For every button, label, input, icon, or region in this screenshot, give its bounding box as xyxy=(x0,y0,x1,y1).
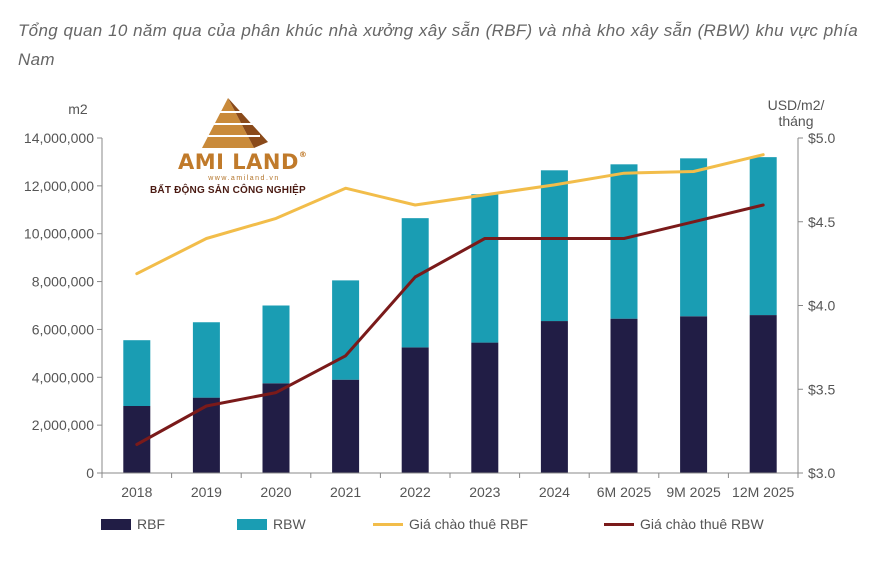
amiland-logo: AMI LAND® www.amiland.vn BẤT ĐỘNG SẢN CÔ… xyxy=(150,96,320,206)
left-tick-label: 2,000,000 xyxy=(32,417,94,433)
right-tick-label: $3.5 xyxy=(808,381,835,397)
logo-name: AMI LAND® xyxy=(178,150,318,174)
left-axis-unit: m2 xyxy=(68,101,88,117)
chart-legend: RBF RBW Giá chào thuê RBF Giá chào thuê … xyxy=(0,512,876,536)
legend-swatch-rbf xyxy=(101,518,131,530)
line-rbw-price xyxy=(135,203,765,446)
legend-swatch-rbf-price xyxy=(373,522,403,526)
x-tick-label: 2022 xyxy=(400,484,431,500)
bar-rbw xyxy=(262,305,290,384)
x-tick-label: 2020 xyxy=(260,484,291,500)
bar-rbf xyxy=(332,379,360,473)
bar-rbf xyxy=(192,397,220,473)
legend-swatch-rbw-price xyxy=(604,522,634,526)
left-tick-label: 8,000,000 xyxy=(32,274,94,290)
left-axis: 0 2,000,000 4,000,000 6,000,000 8,000,000 10,… xyxy=(24,101,103,481)
legend-label-rbw-price: Giá chào thuê RBW xyxy=(640,516,764,532)
right-tick-label: $4.0 xyxy=(808,298,835,314)
pyramid-logo-icon xyxy=(202,98,268,148)
legend-swatch-rbw xyxy=(237,518,267,530)
line-series xyxy=(135,153,765,446)
bar-series xyxy=(123,157,777,473)
right-tick-label: $4.5 xyxy=(808,214,835,230)
logo-url: www.amiland.vn xyxy=(208,175,280,182)
left-tick-label: 10,000,000 xyxy=(24,226,94,242)
bar-rbf xyxy=(749,315,777,473)
left-tick-label: 14,000,000 xyxy=(24,130,94,146)
legend-item-rbw: RBW xyxy=(237,512,306,536)
x-tick-label: 2019 xyxy=(191,484,222,500)
bar-rbw xyxy=(680,158,708,317)
bar-rbw xyxy=(749,157,777,316)
legend-label-rbf-price: Giá chào thuê RBF xyxy=(409,516,529,532)
x-tick-label: 9M 2025 xyxy=(666,484,721,500)
x-tick-label: 6M 2025 xyxy=(597,484,652,500)
bar-rbw xyxy=(192,322,220,398)
x-tick-label: 2023 xyxy=(469,484,500,500)
right-tick-label: $3.0 xyxy=(808,465,835,481)
x-tick-label: 2024 xyxy=(539,484,570,500)
left-tick-label: 12,000,000 xyxy=(24,178,94,194)
line-rbf-price xyxy=(135,153,765,276)
legend-item-rbf-price: Giá chào thuê RBF xyxy=(373,512,528,536)
bar-rbf xyxy=(680,316,708,473)
x-tick-label: 12M 2025 xyxy=(732,484,794,500)
logo-name-text: AMI LAND xyxy=(178,150,299,174)
left-tick-label: 0 xyxy=(86,465,94,481)
x-axis: 2018 2019 2020 2021 2022 2023 2024 6M 2025 9M 20… xyxy=(101,472,799,500)
right-axis-unit-line: USD/m2/ xyxy=(768,97,825,113)
x-tick-label: 2018 xyxy=(121,484,152,500)
bar-rbw xyxy=(471,194,499,343)
logo-tagline: BẤT ĐỘNG SẢN CÔNG NGHIỆP xyxy=(150,185,306,196)
left-tick-label: 4,000,000 xyxy=(32,369,94,385)
legend-label-rbw: RBW xyxy=(273,516,306,532)
bar-rbw xyxy=(610,164,638,319)
right-axis: $3.0 $3.5 $4.0 $4.5 $5.0 USD/m2/tháng xyxy=(768,97,836,481)
bar-rbf xyxy=(610,318,638,473)
left-tick-label: 6,000,000 xyxy=(32,321,94,337)
legend-item-rbw-price: Giá chào thuê RBW xyxy=(604,512,764,536)
bar-rbw xyxy=(401,218,429,348)
right-tick-label: $5.0 xyxy=(808,130,835,146)
bar-rbw xyxy=(332,280,360,380)
bar-rbw xyxy=(123,340,151,406)
right-axis-unit-line: tháng xyxy=(778,113,813,129)
legend-item-rbf: RBF xyxy=(101,512,165,536)
chart-title: Tổng quan 10 năm qua của phân khúc nhà x… xyxy=(18,21,858,69)
legend-label-rbf: RBF xyxy=(137,516,165,532)
bar-rbf xyxy=(471,342,499,473)
bar-rbf xyxy=(540,321,568,473)
bar-rbf xyxy=(262,383,290,473)
bar-rbw xyxy=(540,170,568,322)
registered-mark: ® xyxy=(298,150,308,159)
x-tick-label: 2021 xyxy=(330,484,361,500)
bar-rbf xyxy=(401,347,429,473)
